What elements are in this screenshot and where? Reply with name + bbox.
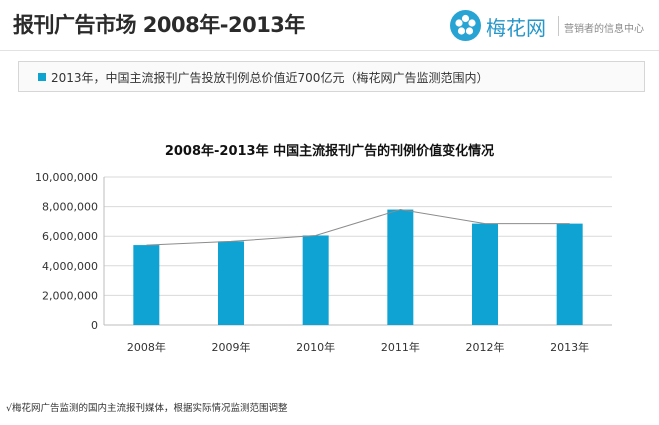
- x-tick-label: 2010年: [296, 340, 335, 354]
- bar: [218, 241, 244, 325]
- x-tick-label: 2013年: [550, 340, 589, 354]
- brand-logo[interactable]: 梅花网 营销者的信息中心: [450, 10, 655, 42]
- logo-divider: [558, 16, 559, 36]
- bar: [302, 235, 329, 325]
- footnote: √梅花网广告监测的国内主流报刊媒体，根据实际情况监测范围调整: [6, 403, 288, 414]
- y-tick-label: 8,000,000: [42, 201, 98, 214]
- square-bullet-icon: [38, 73, 46, 81]
- y-tick-label: 6,000,000: [42, 230, 98, 243]
- summary-note-text: 2013年，中国主流报刊广告投放刊例总价值近700亿元（梅花网广告监测范围内）: [51, 71, 489, 85]
- logo-slogan: 营销者的信息中心: [564, 24, 644, 35]
- chart-title: 2008年-2013年 中国主流报刊广告的刊例价值变化情况: [164, 144, 495, 159]
- x-tick-label: 2009年: [212, 340, 251, 354]
- header-divider: [0, 50, 659, 51]
- page-title: 报刊广告市场 2008年-2013年: [13, 13, 305, 37]
- trend-line: [146, 209, 570, 246]
- y-tick-label: 4,000,000: [42, 260, 98, 273]
- y-tick-label: 10,000,000: [35, 171, 98, 184]
- bar: [133, 245, 160, 325]
- summary-note: 2013年，中国主流报刊广告投放刊例总价值近700亿元（梅花网广告监测范围内）: [18, 61, 645, 92]
- x-tick-label: 2008年: [127, 340, 166, 354]
- bar: [387, 209, 414, 325]
- y-tick-label: 0: [91, 319, 98, 332]
- logo-text: 梅花网: [486, 16, 546, 40]
- x-tick-label: 2012年: [466, 340, 505, 354]
- y-tick-label: 2,000,000: [42, 289, 98, 302]
- plum-blossom-icon: [450, 10, 481, 41]
- bar: [556, 223, 583, 325]
- x-tick-label: 2011年: [381, 340, 420, 354]
- bar: [472, 223, 498, 325]
